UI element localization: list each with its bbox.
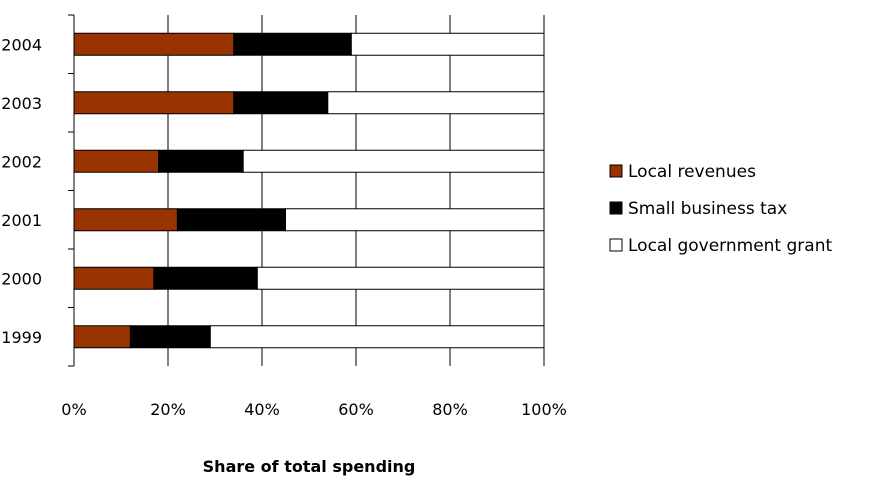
y-tick-label: 1999	[1, 328, 42, 347]
x-axis-labels: 0% 20% 40% 60% 80% 100%	[61, 400, 567, 419]
bar-segment	[209, 325, 545, 349]
bar-segment	[233, 91, 329, 115]
bar-segment	[233, 32, 352, 56]
bar-segment	[285, 208, 545, 232]
bar-segment	[350, 32, 545, 56]
y-tick-label: 2002	[1, 152, 42, 171]
x-tick-label: 80%	[432, 400, 468, 419]
bar-segments	[73, 32, 545, 349]
y-tick-label: 2001	[1, 211, 42, 230]
bar-segment	[158, 149, 244, 173]
bar-segment	[153, 266, 258, 290]
bar-segment	[242, 149, 545, 173]
bar-segment	[129, 325, 211, 349]
y-tick-label: 2004	[1, 35, 42, 54]
legend-swatch	[609, 164, 623, 178]
bar-segment	[73, 149, 160, 173]
bar-segment	[73, 91, 235, 115]
bar-segment	[327, 91, 545, 115]
legend: Local revenues Small business tax Local go…	[609, 162, 832, 256]
legend-swatch	[609, 238, 623, 252]
x-tick-label: 40%	[244, 400, 280, 419]
y-axis	[68, 14, 75, 367]
x-tick-label: 20%	[150, 400, 186, 419]
legend-label: Local government grant	[628, 236, 832, 256]
legend-swatch	[609, 201, 623, 215]
bar-segment	[73, 208, 178, 232]
y-tick-label: 2000	[1, 269, 42, 288]
x-axis-title: Share of total spending	[203, 457, 416, 476]
bar-segment	[73, 325, 131, 349]
x-tick-label: 100%	[521, 400, 567, 419]
gridlines	[167, 15, 545, 366]
legend-label: Small business tax	[628, 199, 787, 219]
y-axis-labels: 1999 2000 2001 2002 2003 2004	[1, 35, 42, 347]
legend-label: Local revenues	[628, 162, 756, 182]
x-tick-label: 60%	[338, 400, 374, 419]
x-tick-label: 0%	[61, 400, 86, 419]
bar-segment	[73, 266, 155, 290]
bar-segment	[256, 266, 545, 290]
y-tick-label: 2003	[1, 94, 42, 113]
bar-segment	[73, 32, 235, 56]
bar-segment	[176, 208, 286, 232]
